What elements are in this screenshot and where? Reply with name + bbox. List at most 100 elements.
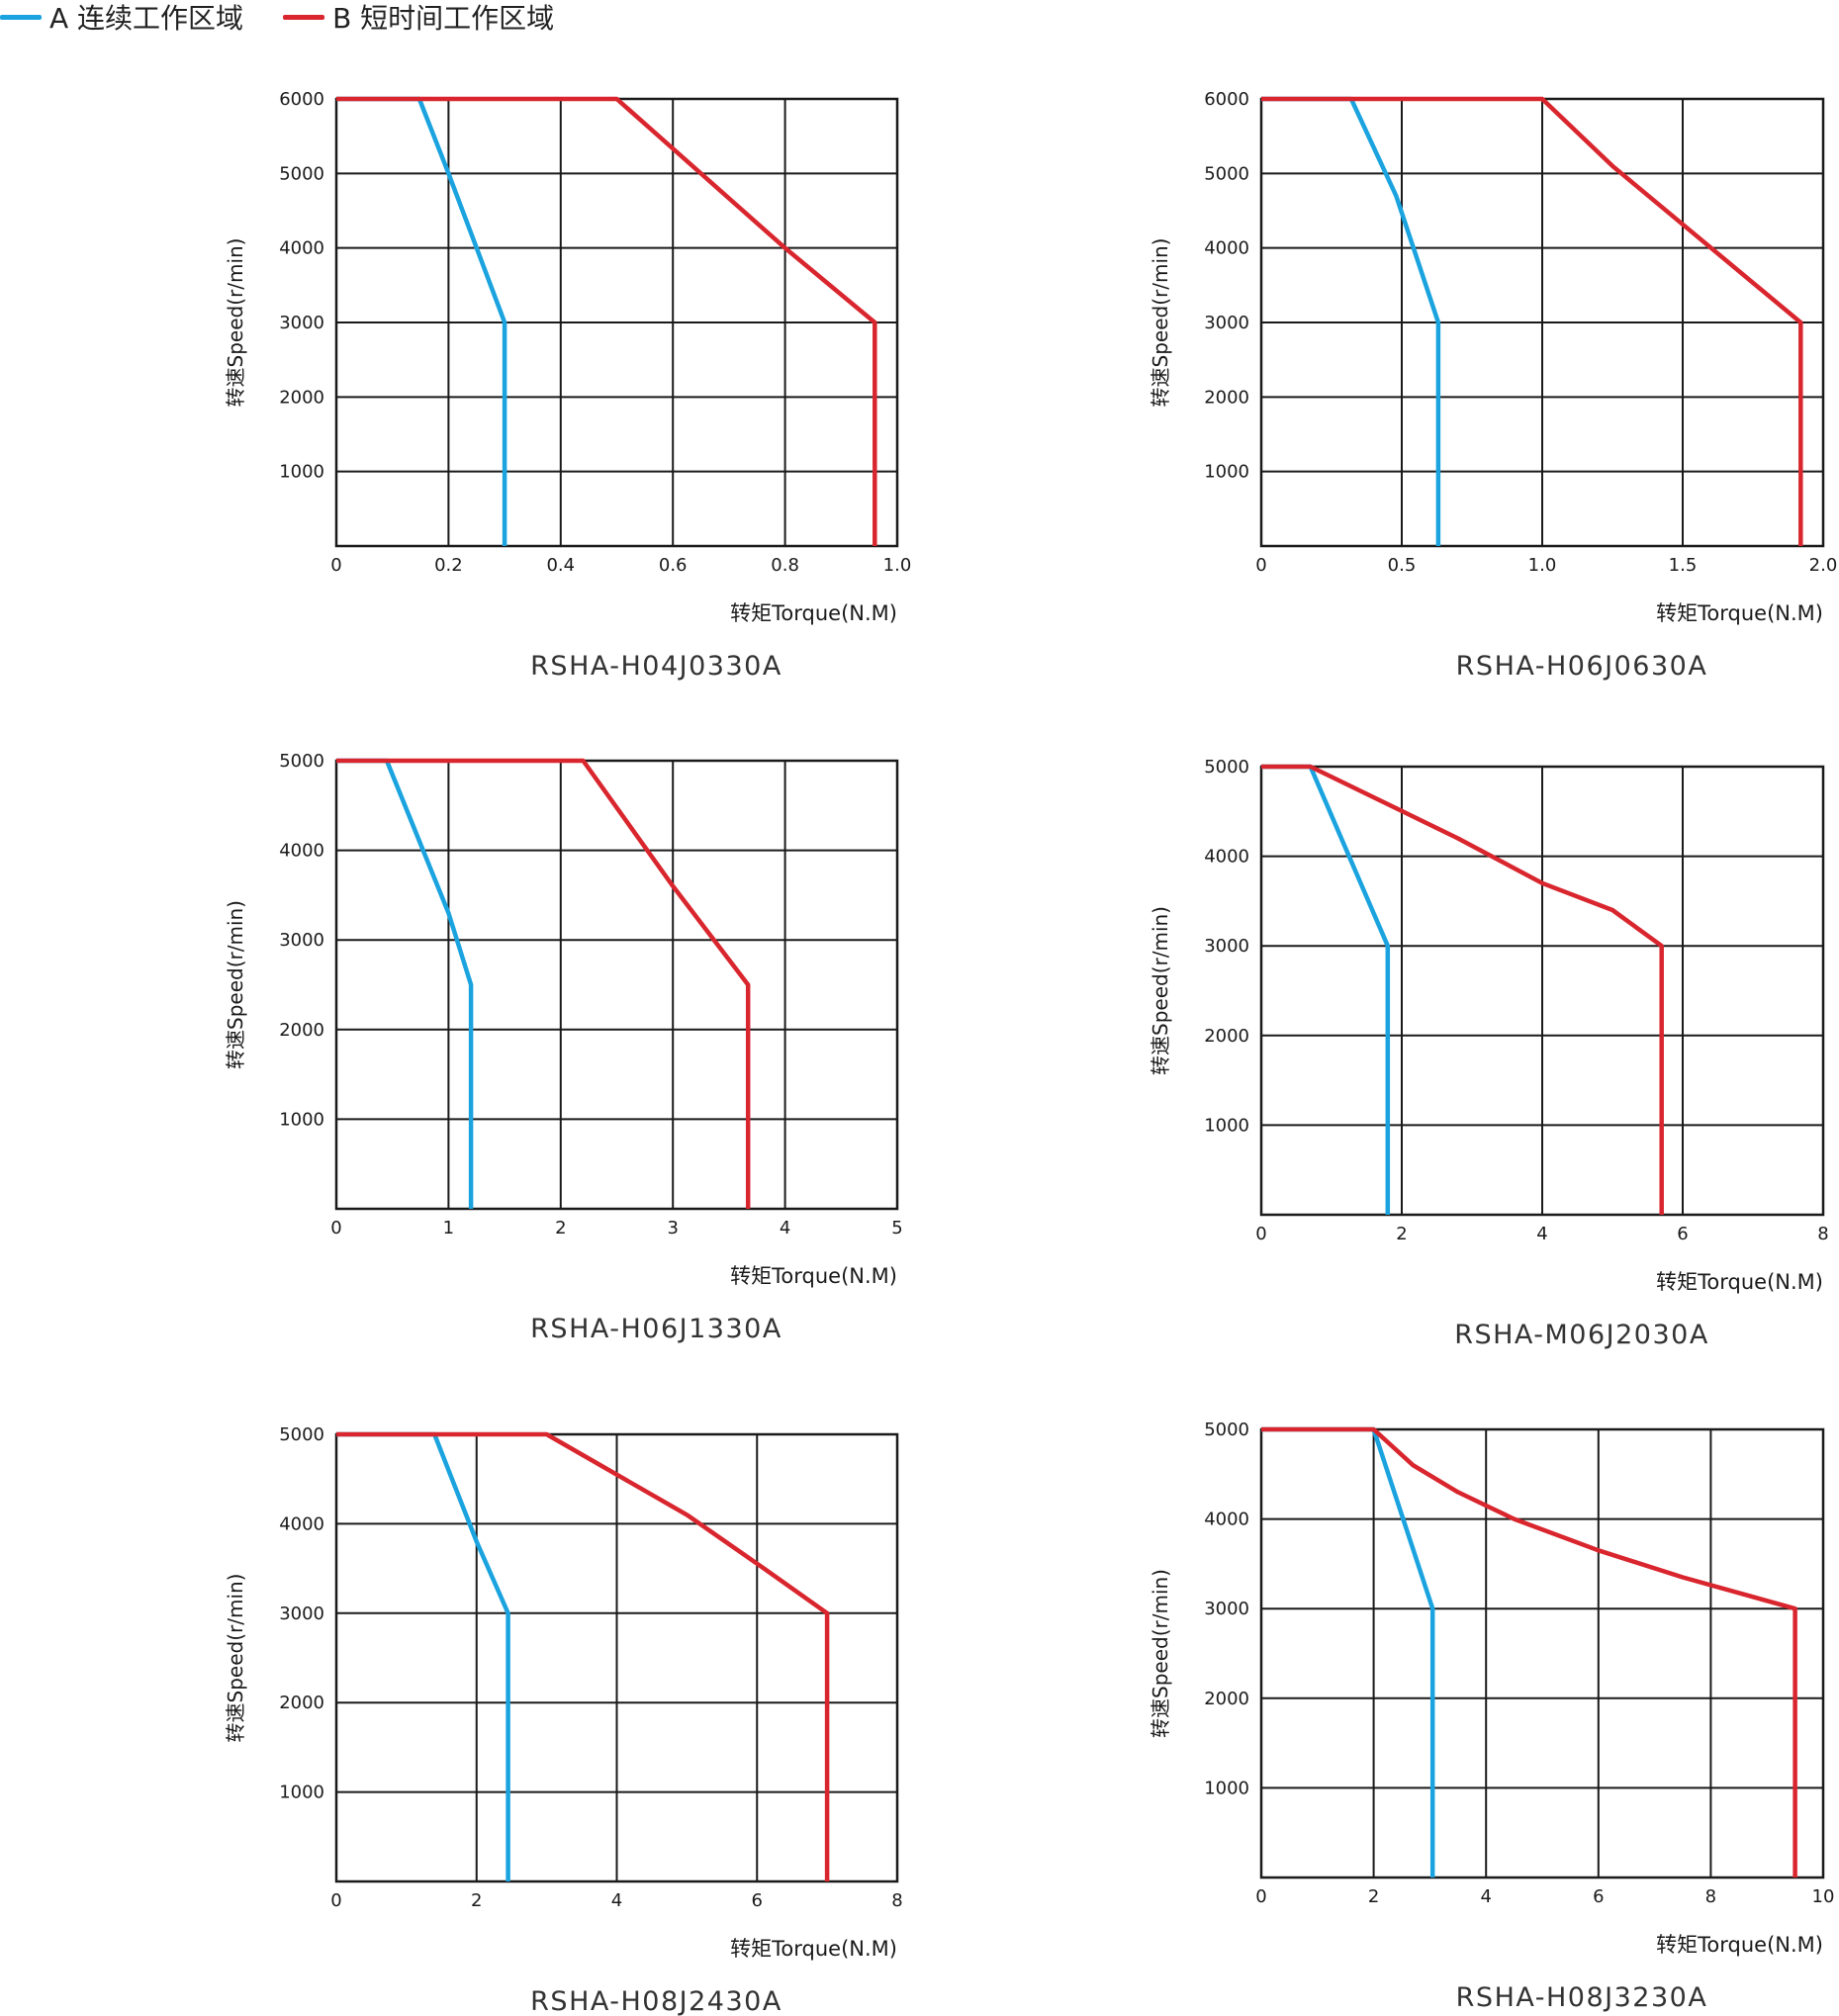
x-tick-label: 8 <box>1817 1224 1828 1244</box>
x-tick-label: 2 <box>471 1890 482 1911</box>
x-tick-label: 8 <box>891 1890 902 1911</box>
x-axis-label: 转矩Torque(N.M) <box>1656 1933 1823 1957</box>
series-line-continuous <box>1261 1426 1435 1878</box>
x-tick-label: 4 <box>1536 1224 1547 1244</box>
y-tick-label: 1000 <box>279 1783 324 1803</box>
legend-swatch-red <box>283 14 325 20</box>
y-tick-label: 5000 <box>279 163 324 184</box>
legend-item-short-time: B 短时间工作区域 <box>283 0 554 37</box>
x-tick-label: 0.8 <box>771 555 799 576</box>
chart-6: 0 2 4 6 8 10 1000 2000 3000 4000 5000 转速Speed(r/min… <box>1149 1420 1834 2013</box>
x-tick-label: 0.6 <box>659 555 688 576</box>
x-axis-label: 转矩Torque(N.M) <box>730 1937 897 1961</box>
series-line-short-time <box>1261 96 1803 546</box>
plot-frame <box>334 759 899 1211</box>
y-tick-label: 2000 <box>1204 1689 1249 1709</box>
y-tick-label: 4000 <box>1204 238 1249 259</box>
x-tick-label: 2 <box>555 1218 566 1238</box>
plot-frame <box>1259 765 1825 1217</box>
y-tick-label: 3000 <box>1204 1599 1249 1619</box>
y-tick-label: 4000 <box>1204 1510 1249 1530</box>
y-tick-label: 5000 <box>279 1424 324 1445</box>
x-tick-label: 0 <box>1255 1886 1266 1907</box>
y-tick-label: 1000 <box>279 1109 324 1130</box>
y-tick-label: 1000 <box>1204 462 1249 483</box>
legend-label-short-time: B 短时间工作区域 <box>332 2 555 35</box>
y-tick-label: 6000 <box>279 89 324 110</box>
y-tick-label: 5000 <box>1204 757 1249 778</box>
y-tick-label: 2000 <box>1204 387 1249 408</box>
y-axis-label: 转速Speed(r/min) <box>224 238 247 408</box>
x-tick-label: 1.0 <box>883 555 912 576</box>
y-tick-label: 4000 <box>279 1513 324 1534</box>
x-tick-label: 0 <box>1255 1224 1266 1244</box>
y-tick-label: 6000 <box>1204 89 1249 110</box>
y-tick-label: 2000 <box>279 1020 324 1041</box>
y-tick-label: 2000 <box>279 1693 324 1713</box>
y-tick-label: 4000 <box>1204 847 1249 868</box>
y-tick-label: 4000 <box>279 841 324 862</box>
legend-swatch-blue <box>0 14 42 20</box>
x-tick-label: 8 <box>1705 1886 1716 1907</box>
y-axis-label: 转速Speed(r/min) <box>224 1574 247 1743</box>
model-caption: RSHA-H06J1330A <box>530 1314 782 1344</box>
y-tick-label: 3000 <box>1204 936 1249 957</box>
x-tick-label: 4 <box>1480 1886 1491 1907</box>
y-tick-label: 4000 <box>279 238 324 259</box>
y-axis-label: 转速Speed(r/min) <box>224 900 247 1069</box>
y-tick-label: 5000 <box>1204 163 1249 184</box>
x-tick-label: 2.0 <box>1809 555 1838 576</box>
legend-item-continuous: A 连续工作区域 <box>0 0 243 37</box>
y-tick-label: 2000 <box>279 387 324 408</box>
x-tick-label: 4 <box>611 1890 622 1911</box>
y-axis-label: 转速Speed(r/min) <box>1149 238 1172 408</box>
chart-2: 0 0.5 1.0 1.5 2.0 1000 2000 3000 4000 5000 6000 转速S… <box>1149 89 1837 682</box>
x-tick-label: 0.5 <box>1388 555 1417 576</box>
series-line-continuous <box>1261 764 1391 1215</box>
series-line-short-time <box>336 96 877 546</box>
y-axis-label: 转速Speed(r/min) <box>1149 1569 1172 1738</box>
chart-4: 0 2 4 6 8 1000 2000 3000 4000 5000 转速Speed(r/min) 转… <box>1149 757 1829 1350</box>
x-tick-label: 4 <box>780 1218 790 1238</box>
model-caption: RSHA-M06J2030A <box>1454 1320 1709 1350</box>
x-tick-label: 0.2 <box>434 555 463 576</box>
chart-1: 0 0.2 0.4 0.6 0.8 1.0 1000 2000 3000 4000 5000 6000… <box>224 89 911 682</box>
y-tick-label: 1000 <box>1204 1115 1249 1136</box>
series-line-continuous <box>336 1431 510 1881</box>
x-tick-label: 6 <box>1677 1224 1688 1244</box>
y-tick-label: 1000 <box>279 462 324 483</box>
y-tick-label: 3000 <box>279 930 324 951</box>
chart-3: 0 1 2 3 4 5 1000 2000 3000 4000 5000 转速Speed(r/min)… <box>224 751 903 1344</box>
legend: A 连续工作区域 B 短时间工作区域 <box>0 0 594 37</box>
series-line-continuous <box>336 758 474 1209</box>
y-tick-label: 5000 <box>279 751 324 772</box>
legend-label-continuous: A 连续工作区域 <box>49 2 244 35</box>
model-caption: RSHA-H06J0630A <box>1456 651 1708 682</box>
y-tick-label: 3000 <box>279 313 324 333</box>
x-tick-label: 5 <box>891 1218 902 1238</box>
x-tick-label: 0 <box>1255 555 1266 576</box>
x-axis-label: 转矩Torque(N.M) <box>1656 601 1823 625</box>
x-tick-label: 0.4 <box>546 555 575 576</box>
x-tick-label: 3 <box>667 1218 678 1238</box>
y-tick-label: 3000 <box>1204 313 1249 333</box>
x-tick-label: 1.5 <box>1669 555 1698 576</box>
y-tick-label: 5000 <box>1204 1420 1249 1440</box>
chart-5: 0 2 4 6 8 1000 2000 3000 4000 5000 转速Speed(r/min) 转… <box>224 1424 903 2016</box>
x-tick-label: 6 <box>752 1890 763 1911</box>
model-caption: RSHA-H08J3230A <box>1456 1982 1708 2013</box>
series-line-short-time <box>1261 1426 1797 1878</box>
y-tick-label: 1000 <box>1204 1778 1249 1798</box>
series-line-short-time <box>1261 764 1664 1215</box>
x-tick-label: 6 <box>1593 1886 1604 1907</box>
series-line-short-time <box>336 1431 830 1881</box>
series-line-short-time <box>336 758 751 1209</box>
x-axis-label: 转矩Torque(N.M) <box>730 601 897 625</box>
x-tick-label: 1 <box>443 1218 454 1238</box>
model-caption: RSHA-H04J0330A <box>530 651 782 682</box>
y-axis-label: 转速Speed(r/min) <box>1149 906 1172 1075</box>
plot-frame <box>1259 1427 1825 1879</box>
x-axis-label: 转矩Torque(N.M) <box>730 1264 897 1288</box>
x-tick-label: 0 <box>330 555 341 576</box>
